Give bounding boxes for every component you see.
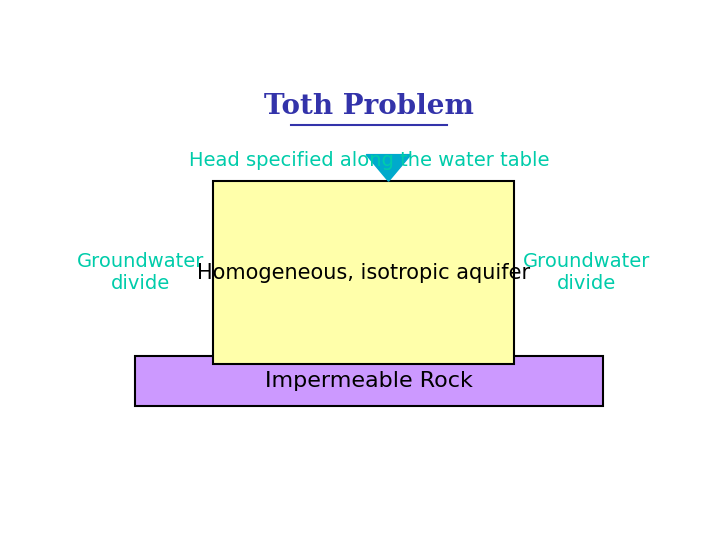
Polygon shape (366, 154, 411, 181)
Text: Homogeneous, isotropic aquifer: Homogeneous, isotropic aquifer (197, 262, 530, 283)
Text: Impermeable Rock: Impermeable Rock (265, 371, 473, 391)
Text: Groundwater
divide: Groundwater divide (76, 252, 204, 293)
Bar (213, 181, 514, 364)
Text: Head specified along the water table: Head specified along the water table (189, 151, 549, 170)
Text: Toth Problem: Toth Problem (264, 93, 474, 120)
Text: Groundwater
divide: Groundwater divide (523, 252, 650, 293)
Bar (135, 356, 603, 406)
